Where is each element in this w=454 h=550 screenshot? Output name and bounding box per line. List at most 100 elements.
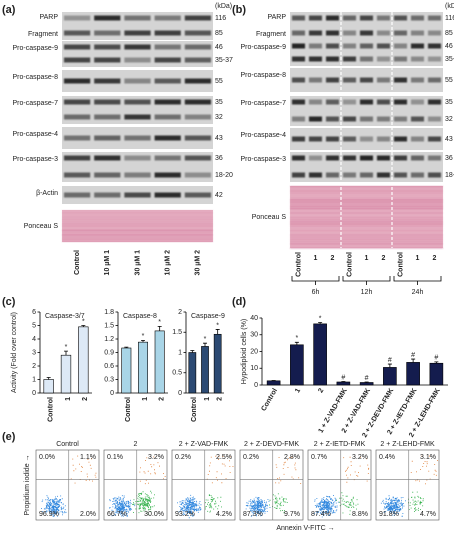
protein-band	[124, 135, 151, 141]
error-bar	[64, 350, 68, 356]
lane-label: 10 µM 2	[165, 250, 172, 276]
error-bar	[387, 363, 392, 368]
protein-band	[94, 135, 121, 141]
event-dots	[109, 495, 136, 517]
y-tick-label: 1	[32, 376, 36, 383]
protein-band	[411, 43, 424, 49]
ponceau-band	[62, 221, 213, 223]
kda-header: (kDa)	[215, 3, 232, 10]
protein-band	[428, 155, 441, 161]
protein-band	[94, 114, 121, 120]
protein-band	[343, 116, 356, 122]
protein-band	[394, 43, 407, 49]
row-label: Fragment	[28, 31, 58, 38]
lane-label: 1	[416, 255, 420, 262]
protein-band	[377, 56, 390, 62]
protein-band	[377, 116, 390, 122]
bar	[336, 381, 351, 386]
event-dots	[177, 494, 202, 519]
protein-band	[343, 155, 356, 161]
row-label: PARP	[267, 14, 286, 21]
protein-band	[94, 155, 121, 161]
protein-band	[360, 77, 373, 83]
row-label: PARP	[39, 14, 58, 21]
protein-band	[94, 99, 121, 105]
protein-band	[394, 99, 407, 105]
x-axis-label: Annexin V-FITC →	[276, 525, 334, 532]
x-tick-label: Control	[191, 397, 198, 422]
protein-band	[411, 77, 424, 83]
x-tick-label: 1	[294, 387, 302, 394]
kda-label: 36	[445, 155, 453, 162]
row-label: Pro-caspase-7	[240, 100, 286, 107]
error-bar	[294, 341, 299, 345]
bar	[359, 382, 374, 386]
significance-marker: #	[411, 352, 415, 359]
bar	[154, 330, 165, 394]
quadrant-value: 0.0%	[39, 454, 55, 461]
lane-label: 30 µM 2	[195, 250, 202, 276]
protein-band	[184, 15, 211, 21]
x-tick-label: 1	[65, 397, 72, 401]
significance-marker: #	[388, 357, 392, 364]
kda-label: 116	[445, 15, 454, 22]
protein-band	[411, 30, 424, 36]
plot-title: 2 + Z-LEHD-FMK	[380, 441, 435, 448]
lane-label: 30 µM 1	[134, 250, 141, 276]
quadrant-value: 1.1%	[80, 454, 96, 461]
protein-band	[428, 43, 441, 49]
protein-band	[309, 30, 322, 36]
kda-label: 85	[215, 30, 223, 37]
error-bar	[124, 346, 129, 348]
protein-band	[377, 15, 390, 21]
ponceau-band	[62, 236, 213, 238]
ponceau-band	[290, 214, 443, 216]
y-tick-label: 30	[250, 332, 258, 339]
protein-band	[343, 136, 356, 142]
y-tick-label: 1	[178, 349, 182, 356]
lane-label: 2	[433, 255, 437, 262]
quadrant-value: 2.8%	[284, 454, 300, 461]
y-tick-label: 1.8	[104, 309, 114, 316]
protein-band	[394, 15, 407, 21]
kda-label: 35	[215, 99, 223, 106]
ponceau-band	[290, 201, 443, 203]
protein-band	[184, 172, 211, 178]
significance-marker: *	[142, 333, 145, 340]
y-tick-label: 0	[178, 390, 182, 397]
significance-marker: *	[204, 336, 207, 343]
x-tick-label: Control	[125, 397, 132, 422]
ponceau-band	[290, 205, 443, 207]
protein-band	[64, 30, 91, 36]
protein-band	[309, 77, 322, 83]
significance-marker: #	[341, 374, 345, 381]
row-label: Fragment	[256, 31, 286, 38]
protein-band	[154, 192, 181, 198]
plot-frame	[375, 449, 440, 521]
ponceau-band	[290, 216, 443, 218]
y-tick-label: 1.5	[104, 322, 114, 329]
protein-band	[309, 99, 322, 105]
protein-band	[326, 43, 339, 49]
ponceau-band	[62, 234, 213, 236]
y-tick-label: 0.6	[104, 363, 114, 370]
protein-band	[360, 56, 373, 62]
bar	[138, 341, 148, 394]
ponceau-band	[62, 225, 213, 227]
protein-band	[292, 172, 305, 178]
ponceau-band	[290, 208, 443, 210]
protein-band	[154, 114, 181, 120]
row-label: Pro-caspase-3	[12, 156, 58, 163]
protein-band	[309, 155, 322, 161]
error-bar	[364, 381, 369, 383]
y-tick-label: 40	[250, 315, 258, 322]
protein-band	[394, 77, 407, 83]
protein-band	[154, 78, 181, 84]
significance-marker: *	[319, 315, 322, 322]
error-bar	[81, 325, 86, 327]
protein-band	[124, 44, 151, 50]
kda-label: 32	[215, 114, 223, 121]
bar	[266, 380, 281, 386]
panel-label: (e)	[2, 431, 16, 443]
protein-band	[64, 44, 91, 50]
